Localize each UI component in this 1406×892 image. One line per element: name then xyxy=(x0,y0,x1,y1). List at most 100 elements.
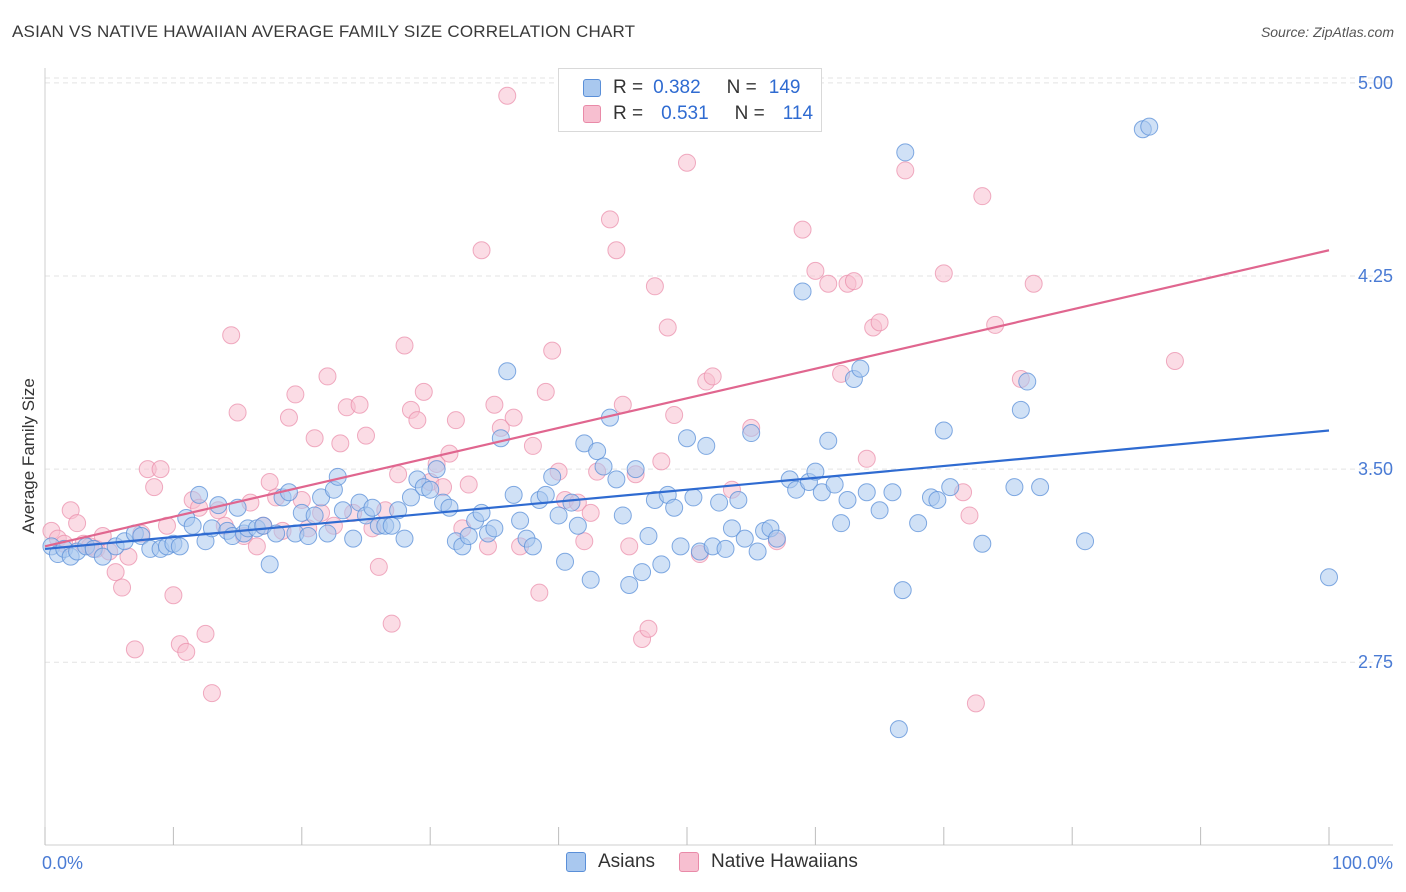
native-hawaiian-point xyxy=(395,336,414,355)
native-hawaiian-point xyxy=(151,460,170,479)
native-hawaiian-point xyxy=(665,406,684,425)
asian-point xyxy=(389,501,408,520)
asian-point xyxy=(299,527,318,546)
series-legend: Asians Native Hawaiians xyxy=(566,851,882,873)
chart-source: Source: ZipAtlas.com xyxy=(1260,24,1394,40)
legend-item-native-hawaiians[interactable]: Native Hawaiians xyxy=(679,851,858,873)
x-tick-label: 100.0% xyxy=(1332,853,1393,873)
asian-point xyxy=(401,488,420,507)
hawaiians-legend-swatch xyxy=(679,852,700,872)
asian-point xyxy=(523,537,542,556)
asian-point xyxy=(568,516,587,535)
native-hawaiian-point xyxy=(896,161,915,180)
asian-point xyxy=(870,501,889,520)
asian-point xyxy=(742,424,761,443)
asian-point xyxy=(697,436,716,455)
asian-point xyxy=(594,457,613,476)
x-tick-label: 0.0% xyxy=(42,853,83,873)
asian-point xyxy=(735,529,754,548)
asian-point xyxy=(485,519,504,538)
y-tick-label: 2.75 xyxy=(1358,652,1393,672)
hawaiians-legend-label: Native Hawaiians xyxy=(711,851,858,872)
asian-point xyxy=(620,575,639,594)
native-hawaiian-point xyxy=(414,382,433,401)
native-hawaiian-point xyxy=(857,449,876,468)
asian-point xyxy=(267,524,286,543)
asian-point xyxy=(665,498,684,517)
legend-row-native-hawaiians: R = 0.531 N = 114 xyxy=(583,102,813,126)
asian-point xyxy=(893,581,912,600)
asians-trend-line xyxy=(44,429,1330,551)
asians-r-label: R = xyxy=(613,77,644,98)
asian-point xyxy=(934,421,953,440)
native-hawaiian-point xyxy=(575,532,594,551)
asian-point xyxy=(363,498,382,517)
hawaiians-r-label: R = xyxy=(613,103,644,124)
native-hawaiian-point xyxy=(369,557,388,576)
asian-point xyxy=(767,529,786,548)
asians-swatch xyxy=(583,79,601,97)
asian-point xyxy=(549,506,568,525)
asian-point xyxy=(716,539,735,558)
native-hawaiian-point xyxy=(286,385,305,404)
asian-point xyxy=(344,529,363,548)
asian-point xyxy=(838,490,857,509)
asian-point xyxy=(909,514,928,533)
asian-point xyxy=(472,503,491,522)
asian-point xyxy=(928,490,947,509)
asian-point xyxy=(729,490,748,509)
native-hawaiian-point xyxy=(581,503,600,522)
asian-point xyxy=(382,516,401,535)
asian-point xyxy=(678,429,696,448)
native-hawaiian-point xyxy=(389,465,408,484)
native-hawaiian-point xyxy=(260,472,279,491)
native-hawaiian-point xyxy=(68,514,87,533)
chart-title: ASIAN VS NATIVE HAWAIIAN AVERAGE FAMILY … xyxy=(12,22,636,41)
asian-point xyxy=(607,470,626,489)
asian-point xyxy=(536,485,555,504)
native-hawaiian-point xyxy=(1024,274,1043,293)
native-hawaiian-point xyxy=(408,411,427,430)
asian-point xyxy=(832,514,851,533)
native-hawaiian-point xyxy=(472,241,491,260)
asian-point xyxy=(395,529,414,548)
native-hawaiian-point xyxy=(113,578,132,597)
asian-point xyxy=(190,485,209,504)
native-hawaiian-point xyxy=(844,272,863,291)
native-hawaiian-point xyxy=(228,403,247,422)
native-hawaiian-point xyxy=(703,367,722,386)
legend-item-asians[interactable]: Asians xyxy=(566,851,655,873)
native-hawaiian-point xyxy=(530,583,549,602)
native-hawaiians-points xyxy=(42,86,1184,713)
native-hawaiian-point xyxy=(498,86,517,105)
hawaiians-n-value: 114 xyxy=(782,103,814,124)
native-hawaiian-point xyxy=(485,395,504,414)
asian-point xyxy=(626,460,645,479)
native-hawaiian-point xyxy=(504,408,523,427)
asians-r-value: 0.382 xyxy=(653,77,701,98)
native-hawaiian-point xyxy=(652,452,671,471)
asian-point xyxy=(170,537,189,556)
asian-point xyxy=(896,143,915,162)
native-hawaiian-point xyxy=(1165,351,1184,370)
asian-point xyxy=(562,493,581,512)
native-hawaiian-point xyxy=(806,261,825,280)
native-hawaiian-point xyxy=(934,264,953,283)
asians-legend-swatch xyxy=(566,852,586,872)
native-hawaiian-point xyxy=(357,426,375,445)
asian-point xyxy=(543,467,562,486)
y-axis-label: Average Family Size xyxy=(19,378,38,534)
legend-row-asians: R = 0.382 N = 149 xyxy=(583,76,800,100)
native-hawaiian-point xyxy=(318,367,337,386)
native-hawaiian-point xyxy=(446,411,465,430)
asian-point xyxy=(748,542,767,561)
native-hawaiian-point xyxy=(196,624,215,643)
asian-point xyxy=(459,527,478,546)
asian-point xyxy=(684,488,703,507)
native-hawaiian-point xyxy=(523,436,542,455)
asian-point xyxy=(581,570,600,589)
native-hawaiian-point xyxy=(645,277,664,296)
native-hawaiian-point xyxy=(125,640,144,659)
native-hawaiian-point xyxy=(819,274,838,293)
native-hawaiian-point xyxy=(607,241,626,260)
